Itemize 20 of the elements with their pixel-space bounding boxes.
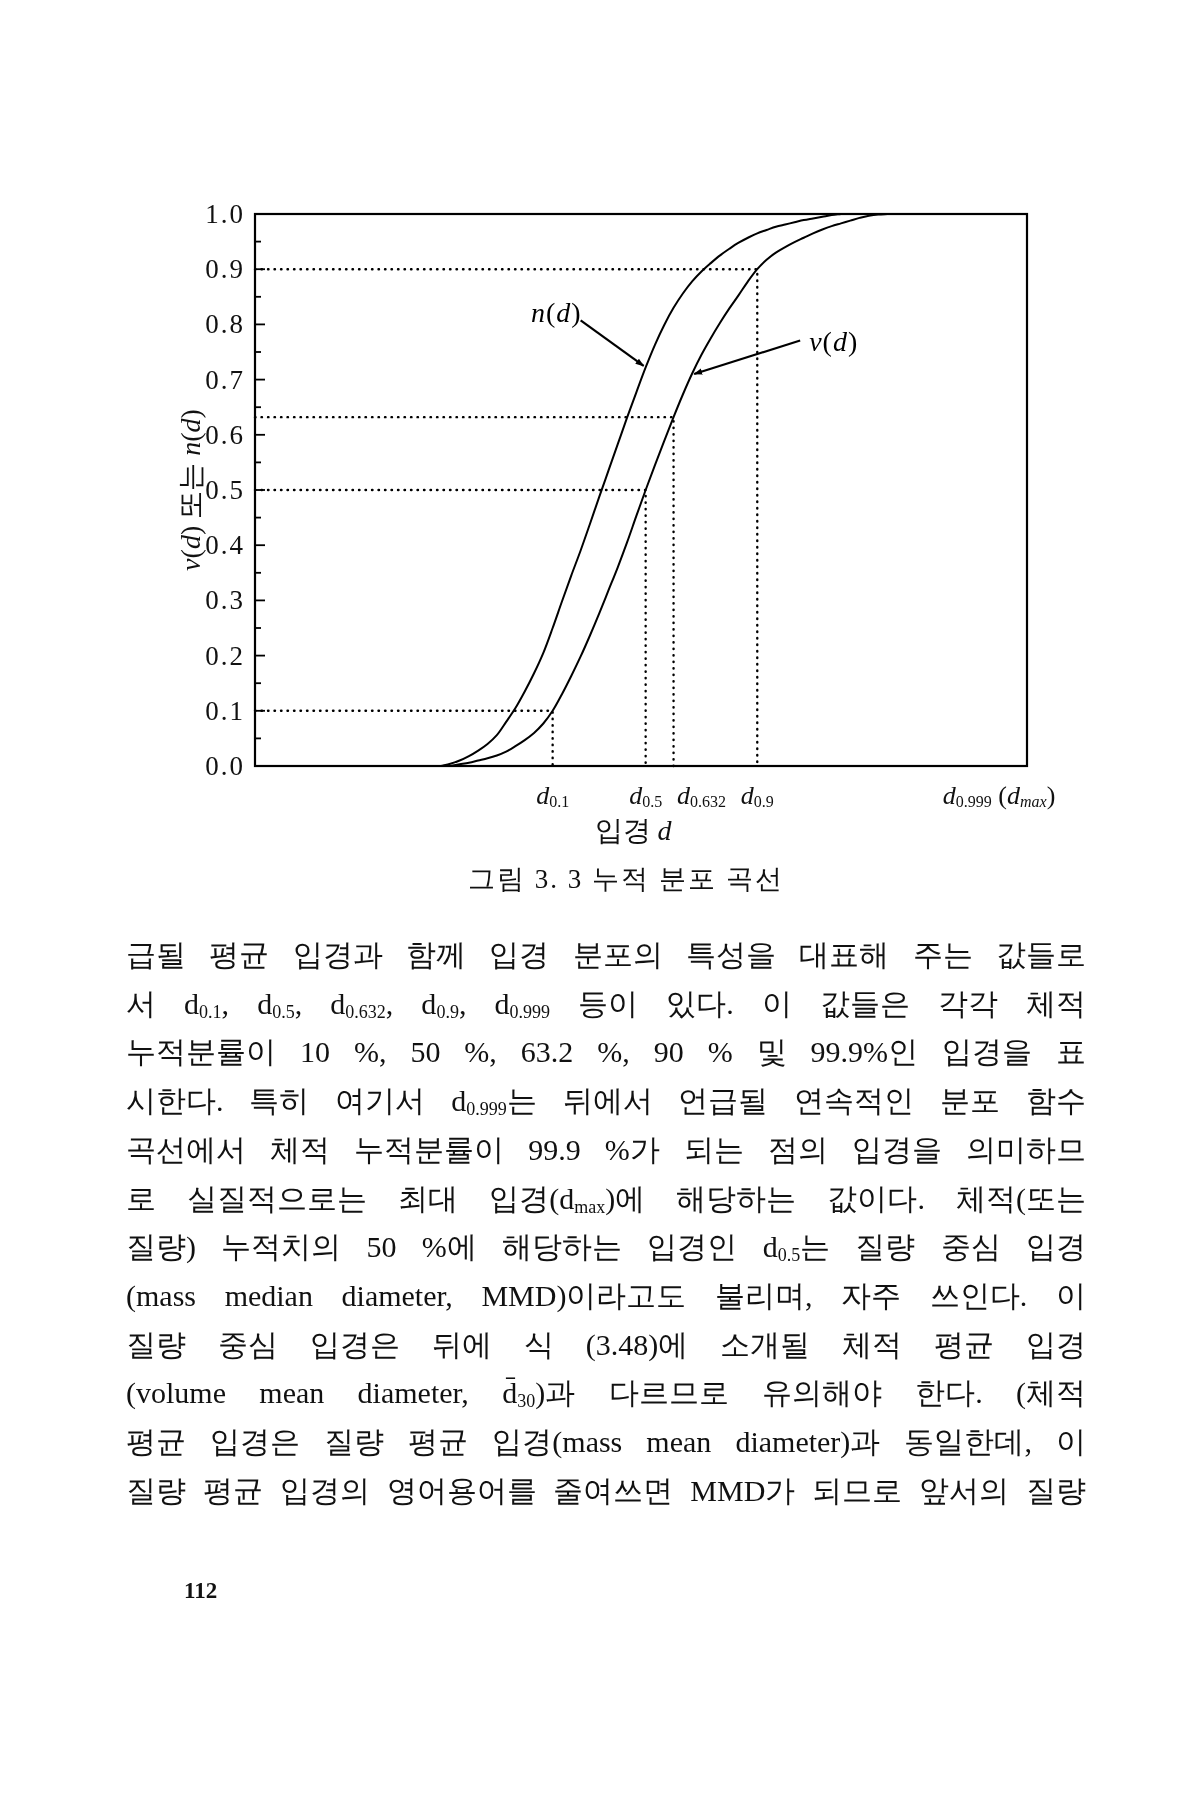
page-number: 112: [184, 1578, 218, 1604]
ytick-label: 0.8: [205, 309, 245, 340]
ytick-label: 0.5: [205, 475, 245, 505]
ytick-label: 0.4: [205, 530, 245, 561]
xtick-label: d$_{0.632}$: [676, 780, 726, 810]
x-axis-title: 입경 d: [594, 814, 672, 846]
ytick-label: 0.9: [205, 254, 245, 285]
ytick-label: 1.0: [205, 199, 245, 229]
caption: 그림 3. 3 누적 분포 곡선: [468, 863, 784, 896]
y-axis-title: v(d) 또는 n(d): [174, 409, 206, 571]
ytick-label: 0.0: [205, 751, 245, 781]
ytick-label: 0.6: [205, 419, 245, 450]
ytick-label: 0.2: [205, 640, 245, 671]
xtick-label: d$_{0.5}$: [629, 780, 663, 810]
xtick-label: d$_{0.9}$: [740, 780, 774, 810]
ytick-label: 0.7: [205, 364, 245, 395]
ytick-label: 0.1: [205, 695, 245, 726]
ytick-label: 0.3: [205, 585, 245, 616]
xtick-label: d$_{0.999}$ (d$_{max}$): [942, 780, 1056, 810]
xtick-label: d$_{0.1}$: [536, 780, 570, 810]
